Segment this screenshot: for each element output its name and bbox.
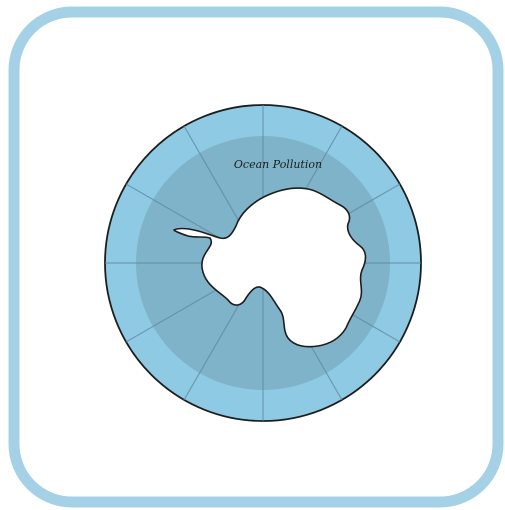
icon-label: Ocean Pollution	[234, 158, 322, 171]
antarctica-continent	[173, 187, 367, 348]
antarctica-ocean-map-icon: Ocean Pollution	[104, 104, 422, 422]
